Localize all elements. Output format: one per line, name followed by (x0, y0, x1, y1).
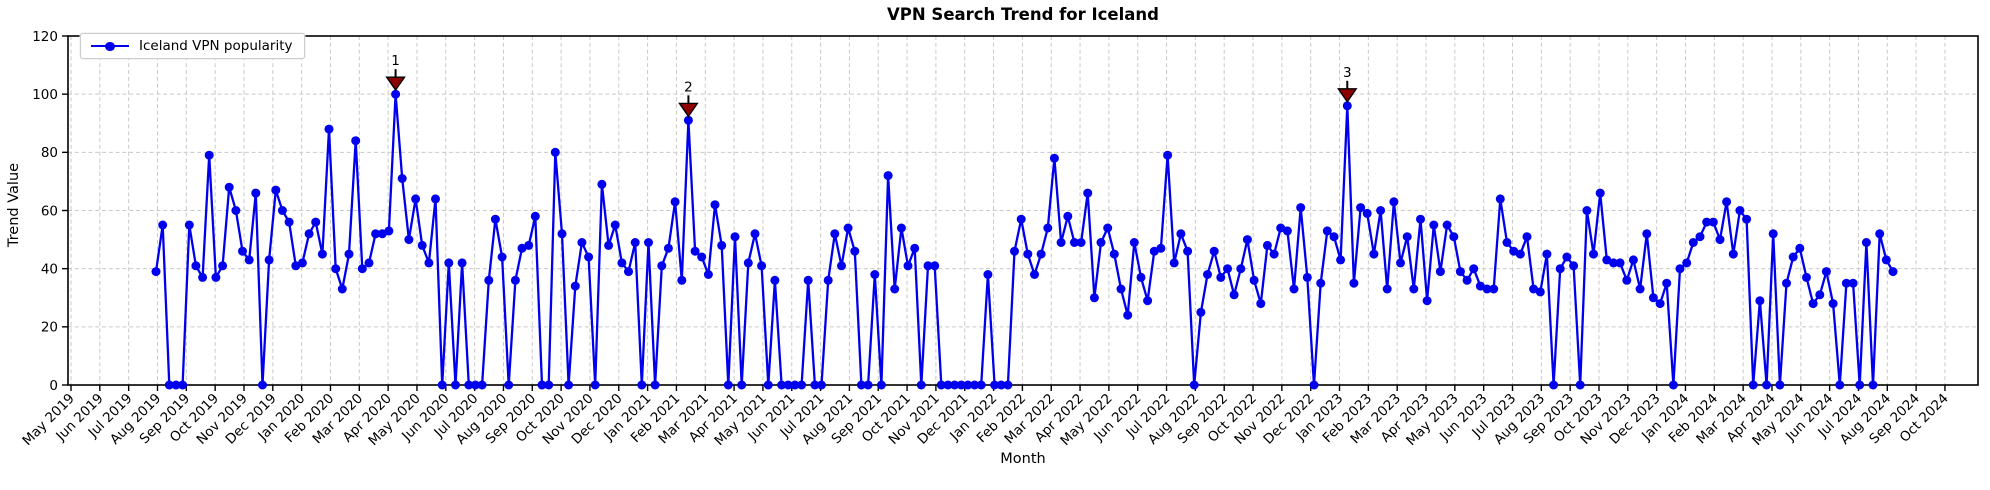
data-points (151, 89, 1898, 390)
annotation-3: 3 (1337, 65, 1358, 103)
svg-text:2: 2 (684, 79, 693, 95)
svg-text:60: 60 (41, 203, 58, 219)
annotation-2: 2 (678, 79, 699, 118)
x-axis-label: Month (1000, 451, 1046, 467)
legend: Iceland VPN popularity (80, 33, 306, 59)
svg-text:120: 120 (32, 29, 58, 45)
svg-text:0: 0 (49, 378, 58, 394)
plot-spines (67, 35, 1979, 386)
legend-line-marker-icon (91, 39, 129, 53)
svg-text:1: 1 (391, 53, 400, 69)
svg-text:3: 3 (1343, 65, 1352, 81)
svg-text:20: 20 (41, 320, 58, 336)
legend-label: Iceland VPN popularity (139, 38, 293, 54)
chart-title: VPN Search Trend for Iceland (887, 5, 1159, 24)
trend-line (154, 93, 1894, 387)
grid-lines (68, 36, 1978, 385)
axis-ticks (62, 35, 1946, 391)
annotation-1: 1 (385, 53, 406, 92)
y-tick-labels: 0 20 40 60 80 100 120 (32, 29, 58, 394)
svg-text:100: 100 (32, 87, 58, 103)
svg-text:40: 40 (41, 261, 58, 277)
svg-text:80: 80 (41, 145, 58, 161)
